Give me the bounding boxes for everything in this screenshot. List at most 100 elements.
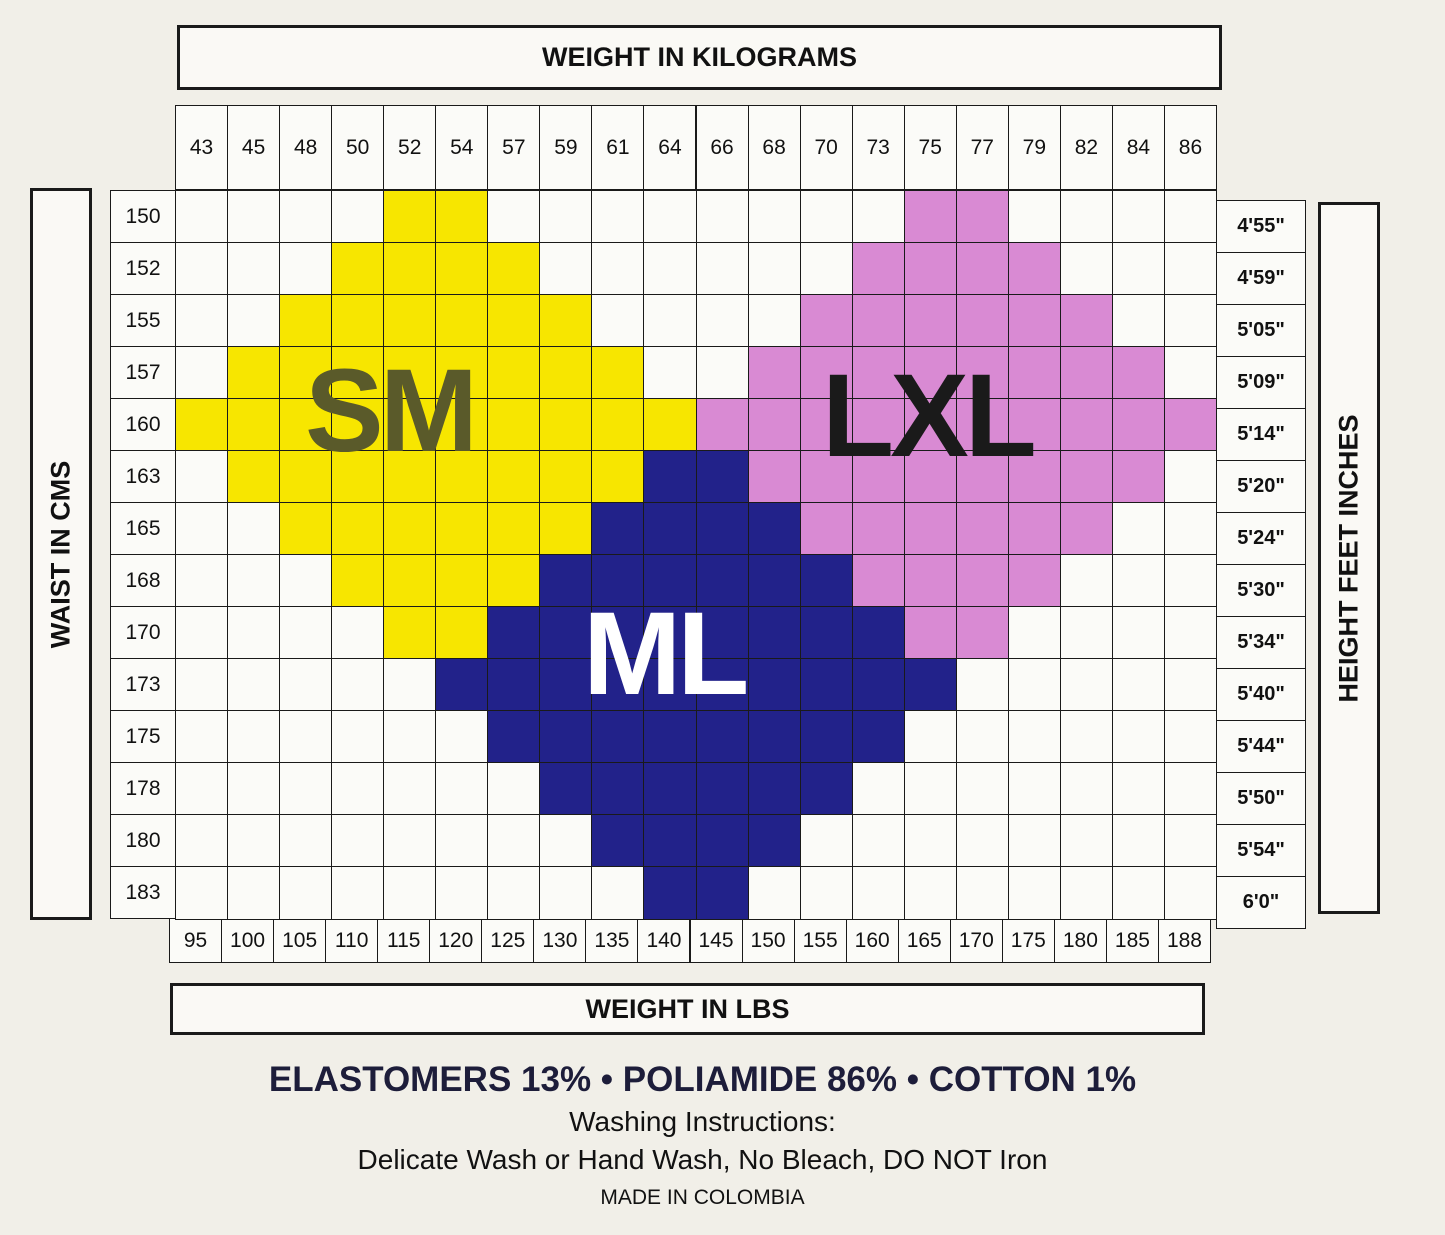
grid-cell-s <box>591 346 645 400</box>
grid-cell <box>1163 866 1218 920</box>
waist-tick-label: 178 <box>110 762 176 815</box>
grid-cell <box>383 762 437 816</box>
lbs-tick-label: 175 <box>1001 918 1055 963</box>
grid-cell <box>279 710 333 764</box>
grid-cell <box>1163 294 1218 348</box>
lbs-tick-label: 150 <box>741 918 795 963</box>
grid-cell <box>1059 762 1114 816</box>
grid-cell-l <box>903 450 958 504</box>
kg-axis-title: WEIGHT IN KILOGRAMS <box>177 25 1222 90</box>
grid-cell-l <box>1111 450 1166 504</box>
grid-cell <box>435 762 489 816</box>
lbs-axis-title: WEIGHT IN LBS <box>170 983 1205 1035</box>
grid-cell <box>1111 866 1166 920</box>
grid-cell <box>227 554 281 608</box>
grid-cell-s <box>487 450 541 504</box>
grid-cell-l <box>1007 554 1062 608</box>
waist-tick-label: 183 <box>110 866 176 919</box>
grid-cell-m <box>487 658 541 712</box>
grid-cell-s <box>383 606 437 660</box>
grid-cell <box>279 190 333 244</box>
kg-tick-label: 73 <box>851 105 905 190</box>
grid-cell-s <box>435 554 489 608</box>
grid-cell-l <box>799 450 854 504</box>
grid-cell-m <box>747 710 802 764</box>
grid-cell <box>1163 814 1218 868</box>
grid-cell <box>747 294 802 348</box>
grid-cell-m <box>851 606 906 660</box>
size-label-lxl: LXL <box>822 350 1037 482</box>
size-label-ml: ML <box>583 588 749 720</box>
grid-cell <box>799 190 854 244</box>
height-tick-label: 4'55" <box>1216 200 1306 253</box>
grid-cell-m <box>643 502 697 556</box>
lbs-tick-label: 120 <box>429 918 483 963</box>
grid-cell-s <box>487 398 541 452</box>
grid-cell-l <box>799 346 854 400</box>
height-tick-label: 5'20" <box>1216 460 1306 513</box>
waist-tick-label: 175 <box>110 710 176 763</box>
grid-cell-m <box>591 658 645 712</box>
lbs-tick-label: 105 <box>273 918 327 963</box>
waist-tick-label: 165 <box>110 502 176 555</box>
height-tick-label: 5'05" <box>1216 304 1306 357</box>
grid-cell <box>227 242 281 296</box>
grid-cell <box>175 658 229 712</box>
grid-cell-s <box>539 346 593 400</box>
grid-cell <box>903 866 958 920</box>
grid-cell <box>435 710 489 764</box>
grid-cell-l <box>903 606 958 660</box>
grid-cell <box>1007 190 1062 244</box>
grid-cell <box>175 814 229 868</box>
grid-cell <box>175 866 229 920</box>
grid-cell-s <box>227 398 281 452</box>
grid-cell-m <box>539 762 593 816</box>
kg-tick-label: 75 <box>903 105 957 190</box>
grid-cell-m <box>799 606 854 660</box>
grid-cell-m <box>643 450 697 504</box>
grid-cell-m <box>643 554 697 608</box>
grid-cell <box>955 710 1010 764</box>
grid-cell <box>331 658 385 712</box>
grid-cell-s <box>279 294 333 348</box>
kg-tick-label: 50 <box>331 105 385 190</box>
grid-cell-m <box>591 502 645 556</box>
grid-cell-m <box>643 762 697 816</box>
grid-cell <box>1007 710 1062 764</box>
grid-cell <box>1059 710 1114 764</box>
grid-cell-s <box>331 398 385 452</box>
grid-cell-s <box>227 346 281 400</box>
grid-cell-l <box>1111 346 1166 400</box>
grid-cell-s <box>279 346 333 400</box>
grid-cell <box>175 710 229 764</box>
grid-cell <box>331 710 385 764</box>
grid-cell <box>175 762 229 816</box>
lbs-tick-label: 170 <box>949 918 1003 963</box>
grid-cell-s <box>539 450 593 504</box>
kg-tick-label: 79 <box>1007 105 1061 190</box>
grid-cell-m <box>435 658 489 712</box>
grid-cell <box>799 866 854 920</box>
grid-cell <box>227 658 281 712</box>
grid-cell <box>955 762 1010 816</box>
grid-cell-s <box>487 554 541 608</box>
grid-cell-s <box>227 450 281 504</box>
grid-cell <box>1059 554 1114 608</box>
washing-title: Washing Instructions: <box>569 1106 836 1137</box>
grid-cell-m <box>695 814 750 868</box>
lbs-tick-label: 115 <box>377 918 431 963</box>
grid-cell <box>643 242 697 296</box>
kg-tick-label: 54 <box>435 105 489 190</box>
grid-cell <box>227 190 281 244</box>
grid-cell-s <box>435 294 489 348</box>
grid-cell-l <box>955 606 1010 660</box>
grid-cell-s <box>331 242 385 296</box>
grid-cell-s <box>435 606 489 660</box>
grid-cell <box>1111 606 1166 660</box>
kg-tick-label: 64 <box>643 105 697 190</box>
grid-cell-l <box>1059 502 1114 556</box>
height-tick-label: 5'09" <box>1216 356 1306 409</box>
grid-cell-s <box>279 502 333 556</box>
grid-cell <box>1111 294 1166 348</box>
grid-cell-m <box>903 658 958 712</box>
